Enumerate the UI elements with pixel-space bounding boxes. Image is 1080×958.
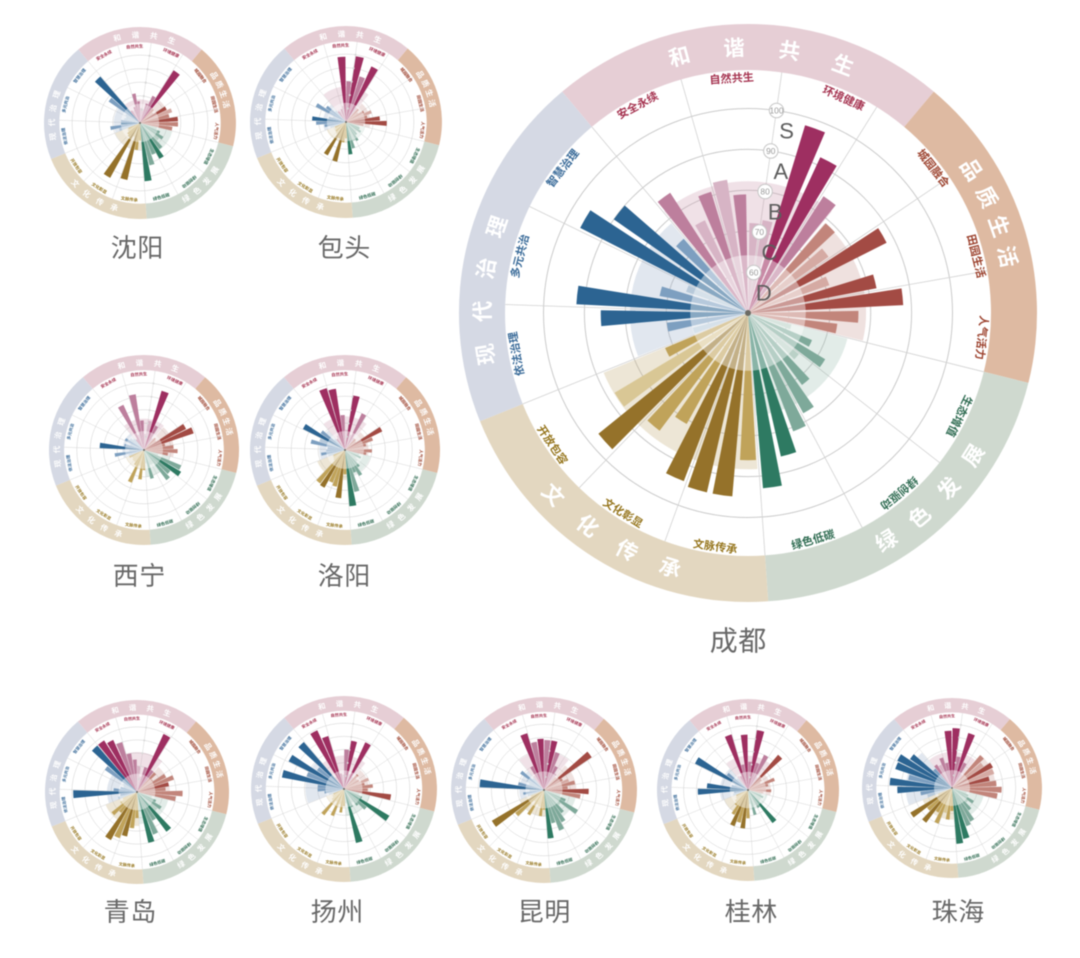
svg-text:S: S xyxy=(779,119,794,144)
svg-text:80: 80 xyxy=(760,186,770,196)
svg-text:70: 70 xyxy=(755,227,765,237)
svg-text:D: D xyxy=(756,281,772,306)
svg-text:90: 90 xyxy=(766,146,776,156)
svg-text:60: 60 xyxy=(749,267,759,277)
svg-text:100: 100 xyxy=(770,105,784,115)
svg-text:C: C xyxy=(762,240,778,265)
svg-text:B: B xyxy=(768,200,783,225)
svg-text:A: A xyxy=(774,159,789,184)
